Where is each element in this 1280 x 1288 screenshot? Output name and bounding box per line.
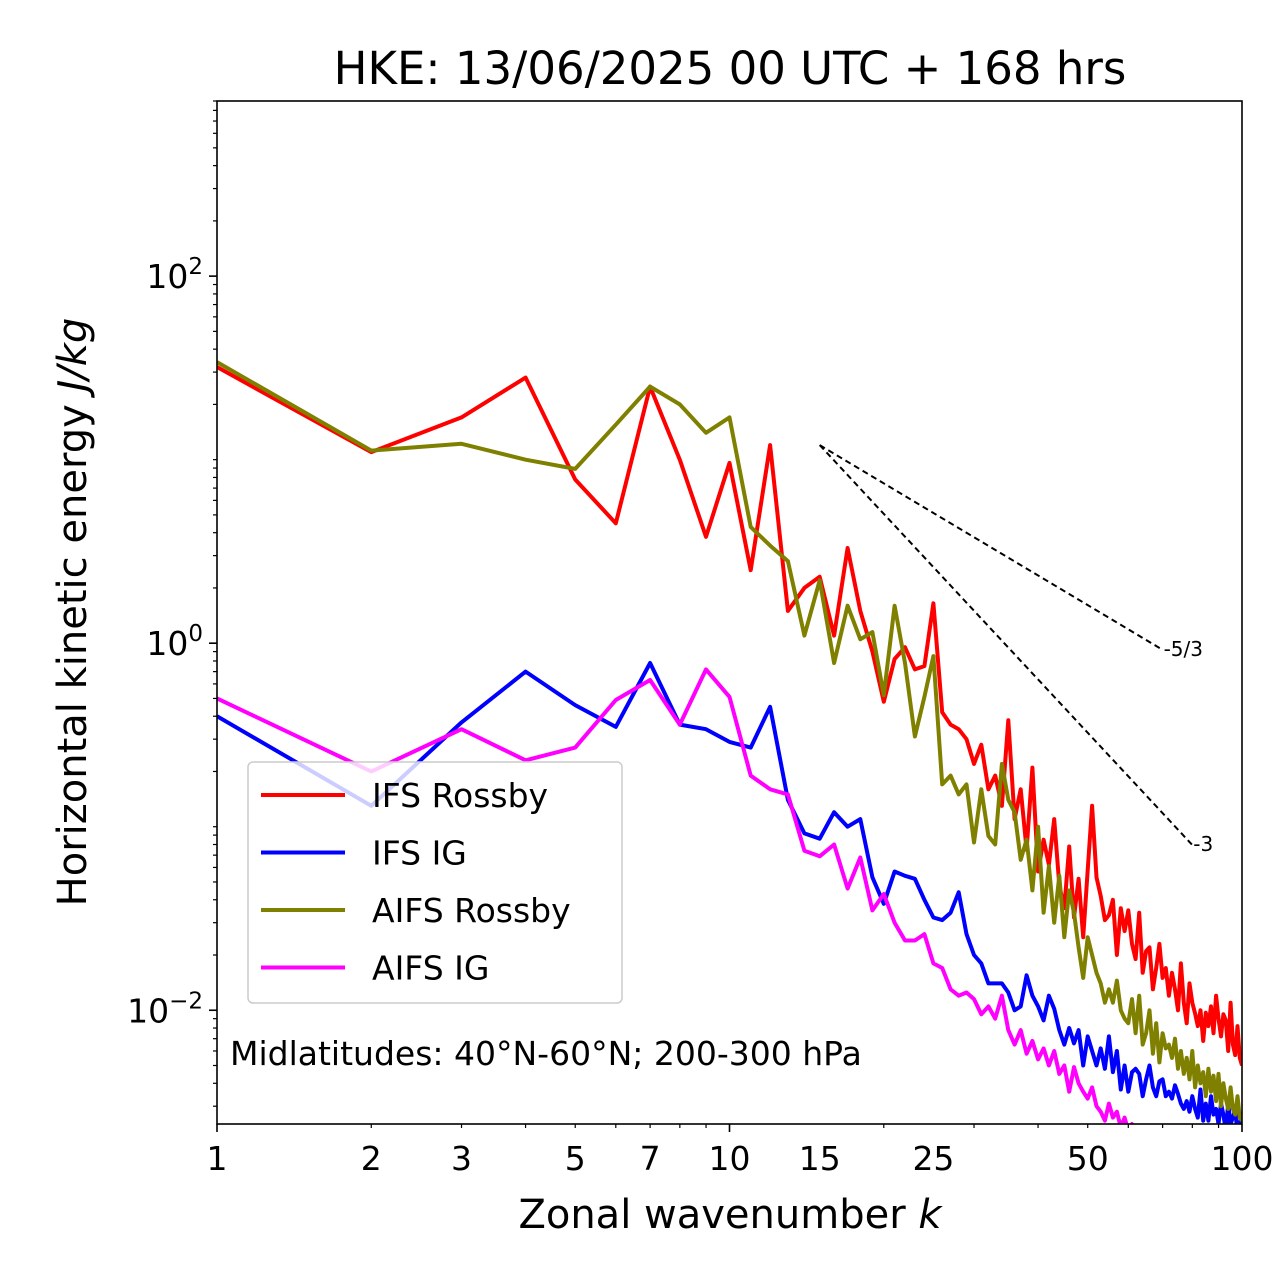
y-axis-ticks: 102 100 10−2 bbox=[127, 100, 217, 1107]
reference-slope-layer: -5/3 -3 bbox=[818, 444, 1213, 856]
x-axis-label: Zonal wavenumber k bbox=[518, 1192, 943, 1238]
reference-slope-label: -5/3 bbox=[1164, 637, 1203, 661]
x-tick-label: 7 bbox=[640, 1139, 661, 1178]
legend-label: AIFS Rossby bbox=[372, 891, 571, 930]
y-tick-label: 100 bbox=[146, 621, 203, 663]
series-line-aifs-rossby bbox=[217, 360, 1242, 1122]
x-tick-label: 3 bbox=[451, 1139, 472, 1178]
reference-slope-line bbox=[818, 444, 1194, 846]
x-tick-label: 15 bbox=[799, 1139, 841, 1178]
x-tick-label: 100 bbox=[1211, 1139, 1274, 1178]
y-axis-label: Horizontal kinetic energy J/kg bbox=[50, 318, 96, 907]
reference-slope-label: -3 bbox=[1193, 832, 1213, 856]
x-tick-label: 5 bbox=[565, 1139, 586, 1178]
legend-label: AIFS IG bbox=[372, 949, 489, 988]
series-line-ifs-ig bbox=[217, 661, 1242, 1124]
x-tick-label: 25 bbox=[912, 1139, 954, 1178]
legend-box bbox=[247, 761, 623, 1004]
x-tick-label: 1 bbox=[207, 1139, 228, 1178]
y-tick-label: 10−2 bbox=[127, 988, 203, 1030]
x-axis-ticks: 1 2 3 5 7 10 15 25 50 100 bbox=[207, 1124, 1274, 1178]
region-annotation: Midlatitudes: 40°N-60°N; 200-300 hPa bbox=[230, 1034, 862, 1073]
y-tick-label: 102 bbox=[146, 254, 203, 296]
legend: IFS Rossby IFS IG AIFS Rossby AIFS IG bbox=[247, 761, 623, 1004]
legend-label: IFS IG bbox=[372, 834, 467, 873]
legend-label: IFS Rossby bbox=[372, 776, 548, 815]
series-line-aifs-ig bbox=[217, 667, 1135, 1124]
x-tick-label: 50 bbox=[1067, 1139, 1109, 1178]
x-tick-label: 10 bbox=[709, 1139, 751, 1178]
chart-title: HKE: 13/06/2025 00 UTC + 168 hrs bbox=[334, 42, 1127, 95]
reference-slope-line bbox=[819, 444, 1164, 651]
series-layer bbox=[217, 360, 1242, 1124]
x-tick-label: 2 bbox=[361, 1139, 382, 1178]
series-line-ifs-rossby bbox=[217, 365, 1242, 1067]
